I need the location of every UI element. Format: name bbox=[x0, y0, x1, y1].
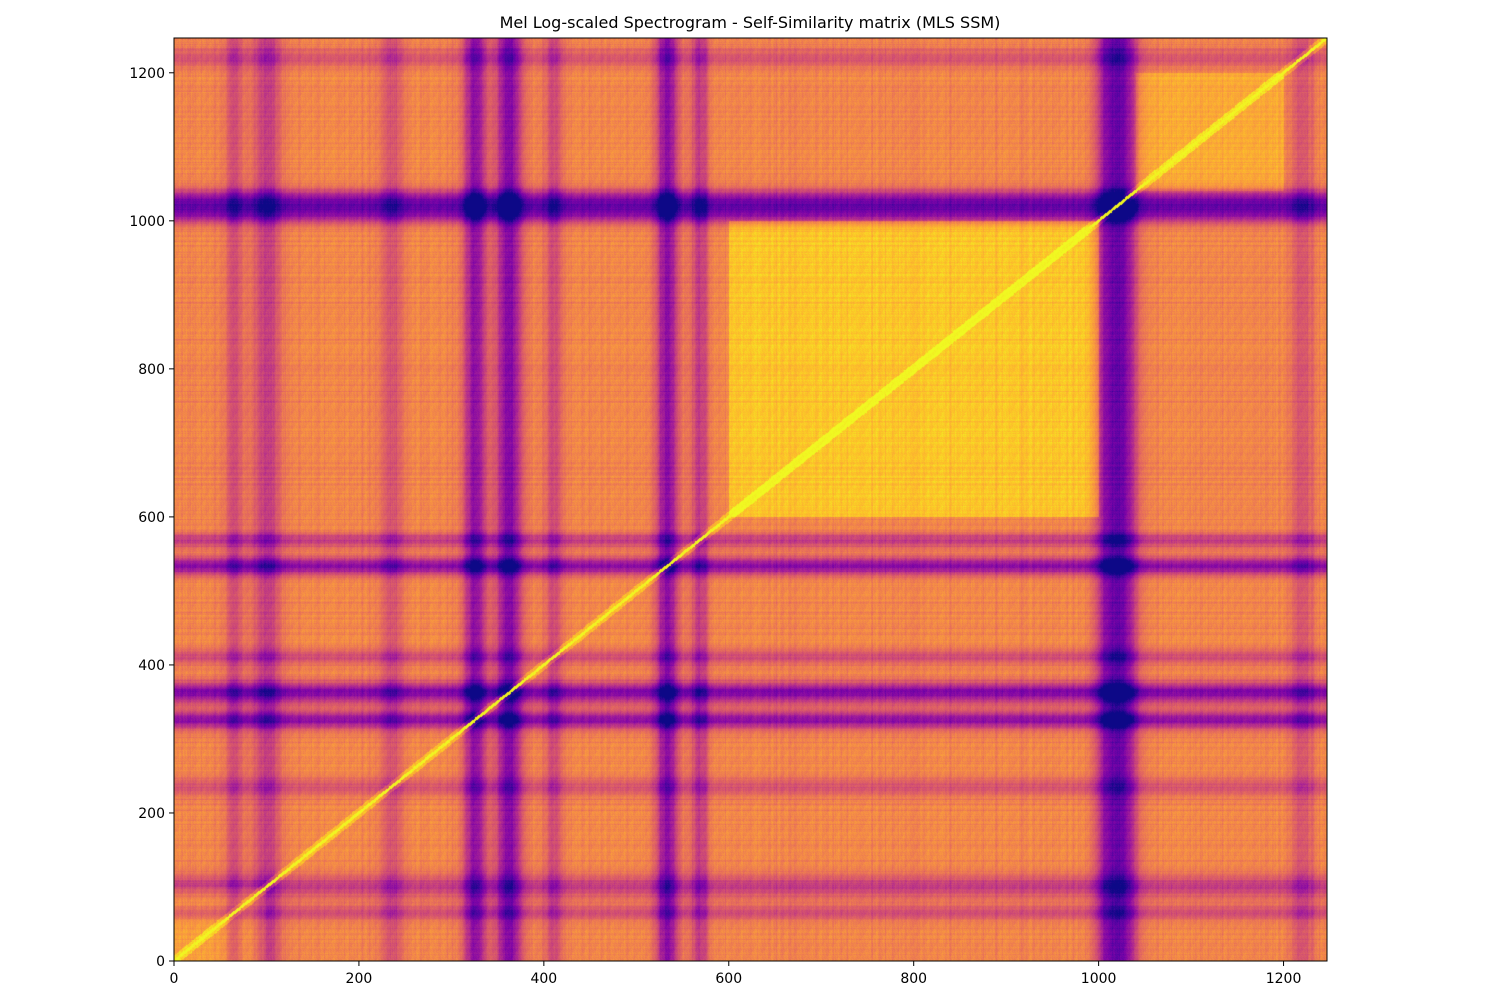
x-tick-label: 400 bbox=[530, 971, 557, 987]
y-tick-label: 1200 bbox=[129, 66, 165, 82]
x-axis: 0 200 400 600 800 1000 1200 bbox=[170, 961, 1302, 987]
chart-title: Mel Log-scaled Spectrogram - Self-Simila… bbox=[500, 13, 1001, 32]
y-tick-label: 1000 bbox=[129, 214, 165, 230]
y-tick-label: 400 bbox=[138, 658, 165, 674]
x-tick-label: 1200 bbox=[1266, 971, 1302, 987]
x-tick-label: 0 bbox=[170, 971, 179, 987]
x-tick-label: 600 bbox=[715, 971, 742, 987]
heatmap-image bbox=[174, 38, 1327, 961]
x-tick-label: 1000 bbox=[1081, 971, 1117, 987]
y-tick-label: 600 bbox=[138, 510, 165, 526]
y-tick-label: 800 bbox=[138, 362, 165, 378]
y-tick-label: 0 bbox=[156, 954, 165, 970]
x-tick-label: 800 bbox=[900, 971, 927, 987]
y-axis: 0 200 400 600 800 1000 1200 bbox=[129, 66, 174, 970]
plot-frame bbox=[173, 37, 1328, 962]
y-tick-label: 200 bbox=[138, 806, 165, 822]
x-tick-label: 200 bbox=[346, 971, 373, 987]
